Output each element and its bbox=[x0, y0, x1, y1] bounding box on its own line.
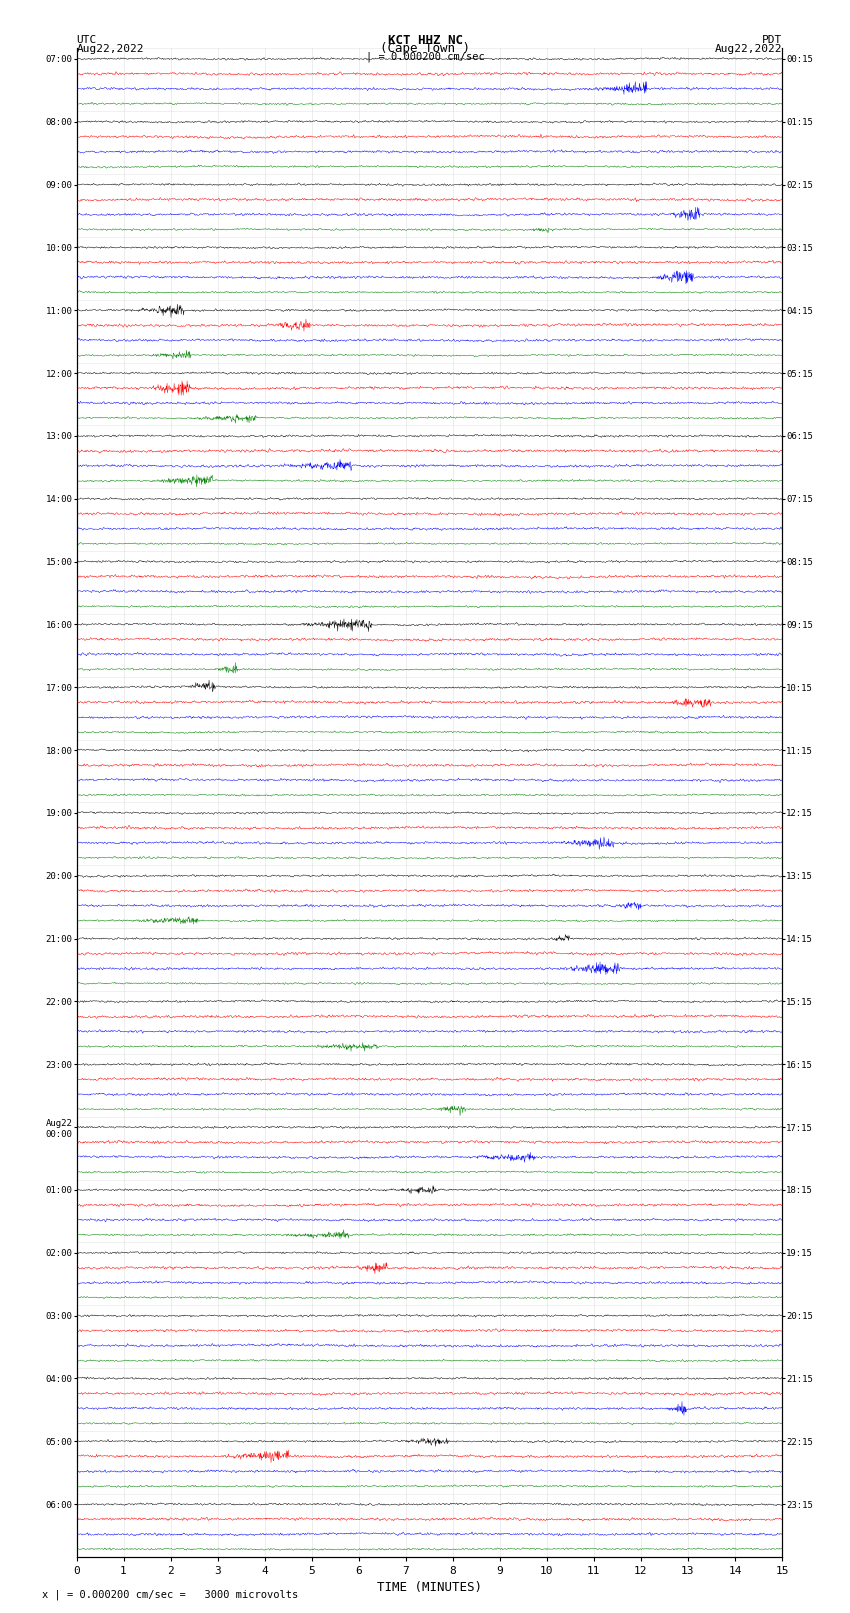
Text: Aug22,2022: Aug22,2022 bbox=[76, 44, 144, 53]
X-axis label: TIME (MINUTES): TIME (MINUTES) bbox=[377, 1581, 482, 1594]
Text: (Cape Town ): (Cape Town ) bbox=[380, 42, 470, 55]
Text: KCT HHZ NC: KCT HHZ NC bbox=[388, 34, 462, 47]
Text: PDT: PDT bbox=[762, 35, 782, 45]
Text: UTC: UTC bbox=[76, 35, 97, 45]
Text: | = 0.000200 cm/sec: | = 0.000200 cm/sec bbox=[366, 52, 484, 63]
Text: x | = 0.000200 cm/sec =   3000 microvolts: x | = 0.000200 cm/sec = 3000 microvolts bbox=[42, 1589, 298, 1600]
Text: Aug22,2022: Aug22,2022 bbox=[715, 44, 782, 53]
